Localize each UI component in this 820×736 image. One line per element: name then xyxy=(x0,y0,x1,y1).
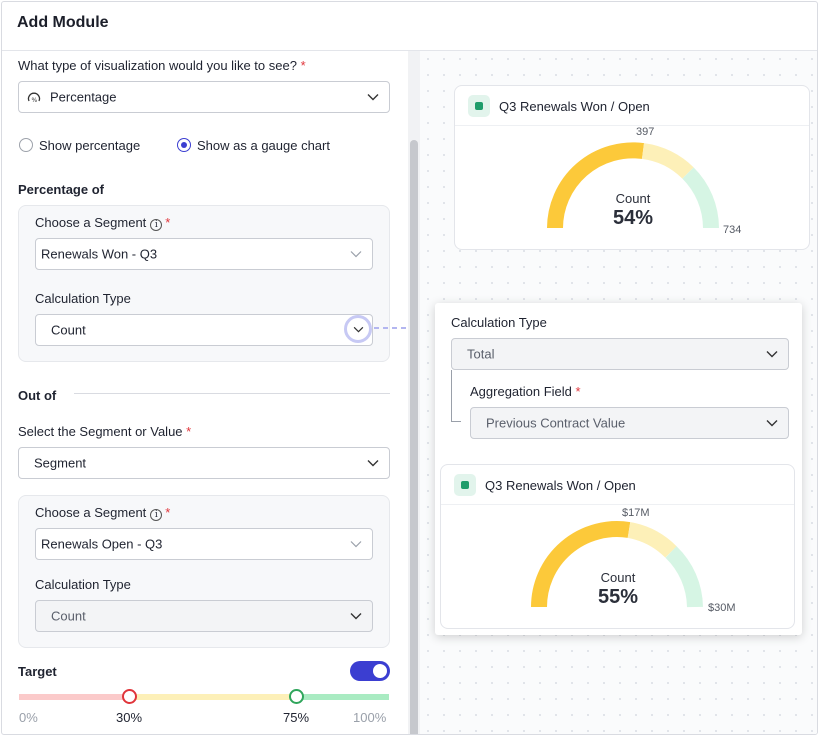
chevron-down-icon xyxy=(367,460,379,467)
popout-agg-field-label: Aggregation Field * xyxy=(470,384,581,399)
segment-select-2-value: Renewals Open - Q3 xyxy=(41,536,163,552)
gauge-total-label: 734 xyxy=(723,224,742,236)
calc-type-dropdown-highlight[interactable] xyxy=(344,315,372,343)
gauge-end-arc xyxy=(665,546,703,608)
header: Add Module xyxy=(2,2,817,51)
choose-segment-label-2: Choose a Segment i * xyxy=(35,505,171,521)
chevron-down-icon xyxy=(350,613,362,620)
section-divider xyxy=(74,393,390,394)
popout-calc-type-select[interactable]: Total xyxy=(451,338,789,370)
calc-type-select-2-value: Count xyxy=(51,608,86,624)
target-low-label: 30% xyxy=(116,710,143,725)
calc-type-select-1-value: Count xyxy=(51,322,86,338)
scrollbar[interactable] xyxy=(410,140,418,734)
gauge-total-label: $30M xyxy=(708,602,736,614)
tree-connector xyxy=(451,370,461,422)
page-title: Add Module xyxy=(17,14,109,31)
out-of-heading: Out of xyxy=(18,388,57,403)
gauge-chart-1 xyxy=(547,142,719,229)
target-label: Target xyxy=(18,664,57,679)
choose-segment-label-1: Choose a Segment i * xyxy=(35,215,171,231)
card-header: Q3 Renewals Won / Open xyxy=(455,86,809,126)
chevron-down-icon xyxy=(353,326,364,333)
popout-agg-field-value: Previous Contract Value xyxy=(486,415,626,431)
popout-agg-field-select[interactable]: Previous Contract Value xyxy=(470,407,789,439)
gauge-percent-icon: % xyxy=(27,92,41,104)
chevron-down-icon xyxy=(350,541,362,548)
gauge-chart-2 xyxy=(531,521,703,608)
info-icon: i xyxy=(150,509,163,521)
gauge-percent: 54% xyxy=(612,207,654,229)
target-low-handle[interactable] xyxy=(122,689,137,704)
target-max-label: 100% xyxy=(353,710,387,725)
preview-card-1: Q3 Renewals Won / Open 397 734 Count 54% xyxy=(454,85,810,250)
viz-type-select[interactable]: % Percentage xyxy=(18,81,390,113)
module-icon xyxy=(454,474,476,496)
percentage-of-heading: Percentage of xyxy=(18,182,104,197)
target-range-high xyxy=(296,694,389,700)
calc-type-label-1: Calculation Type xyxy=(35,291,131,306)
chevron-down-icon xyxy=(766,420,778,427)
card-title: Q3 Renewals Won / Open xyxy=(485,478,636,493)
segment-select-2[interactable]: Renewals Open - Q3 xyxy=(35,528,373,560)
gauge-mid-arc xyxy=(641,143,694,179)
card-title: Q3 Renewals Won / Open xyxy=(499,99,650,114)
chevron-down-icon xyxy=(766,351,778,358)
required-mark: * xyxy=(165,505,171,520)
radio-show-gauge[interactable] xyxy=(177,138,191,152)
gauge-end-arc xyxy=(682,167,719,229)
target-range-low xyxy=(19,694,129,700)
required-mark: * xyxy=(165,215,171,230)
gauge-won-label: 397 xyxy=(636,126,655,138)
select-segment-or-value-label: Select the Segment or Value * xyxy=(18,424,192,439)
gauge-count-label: Count xyxy=(600,570,636,585)
target-min-label: 0% xyxy=(19,710,38,725)
svg-text:%: % xyxy=(32,97,38,104)
popout-calc-type-label: Calculation Type xyxy=(451,315,547,330)
calc-type-popout: Calculation Type Total Aggregation Field… xyxy=(435,303,802,635)
segment-or-value-value: Segment xyxy=(34,455,87,471)
target-toggle[interactable] xyxy=(350,661,390,681)
target-high-handle[interactable] xyxy=(289,689,304,704)
gauge-percent: 55% xyxy=(597,586,639,608)
target-high-label: 75% xyxy=(283,710,310,725)
segment-select-1-value: Renewals Won - Q3 xyxy=(41,246,158,262)
segment-select-1[interactable]: Renewals Won - Q3 xyxy=(35,238,373,270)
viz-question-label: What type of visualization would you lik… xyxy=(18,58,306,73)
module-icon xyxy=(468,95,490,117)
required-mark: * xyxy=(300,58,306,73)
required-mark: * xyxy=(575,384,581,399)
gauge-value-arc xyxy=(531,521,631,608)
radio-show-percentage-label: Show percentage xyxy=(39,138,141,153)
gauge-value-arc xyxy=(547,142,645,229)
segment-or-value-select[interactable]: Segment xyxy=(18,447,390,479)
gauge-mid-arc xyxy=(627,522,677,558)
gauge-won-label: $17M xyxy=(622,507,650,519)
chevron-down-icon xyxy=(350,251,362,258)
calc-type-label-2: Calculation Type xyxy=(35,577,131,592)
radio-show-gauge-label: Show as a gauge chart xyxy=(197,138,330,153)
calc-type-select-1[interactable]: Count xyxy=(35,314,373,346)
popout-calc-type-value: Total xyxy=(467,346,495,362)
card-header: Q3 Renewals Won / Open xyxy=(441,465,794,505)
info-icon: i xyxy=(150,219,163,231)
viz-type-value: Percentage xyxy=(50,89,117,105)
gauge-count-label: Count xyxy=(615,191,651,206)
chevron-down-icon xyxy=(367,94,379,101)
required-mark: * xyxy=(186,424,192,439)
preview-card-2: Q3 Renewals Won / Open $17M $30M Count 5… xyxy=(440,464,795,629)
calc-type-select-2[interactable]: Count xyxy=(35,600,373,632)
target-range-mid xyxy=(129,694,296,700)
radio-show-percentage[interactable] xyxy=(19,138,33,152)
